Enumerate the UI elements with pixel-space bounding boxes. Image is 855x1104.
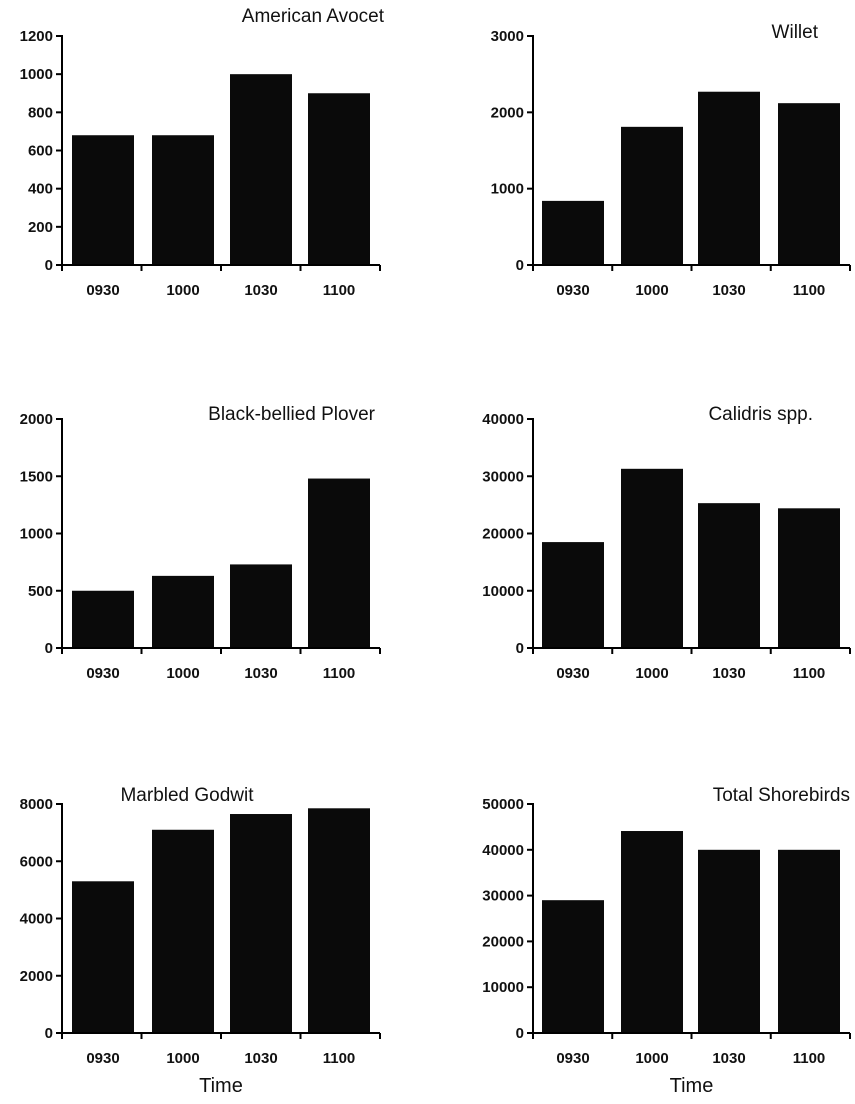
- x-tick-label: 1000: [166, 1050, 199, 1067]
- x-tick-label: 1000: [166, 665, 199, 682]
- bar-1000: [621, 468, 683, 648]
- x-tick-label: 0930: [86, 282, 119, 299]
- x-tick-label: 0930: [86, 665, 119, 682]
- x-tick-label: 1100: [793, 1050, 826, 1067]
- y-tick-label: 1000: [20, 526, 53, 543]
- y-tick-label: 400: [28, 181, 53, 198]
- bar-0930: [542, 542, 604, 648]
- bar-0930: [542, 200, 604, 265]
- bar-0930: [72, 590, 134, 648]
- chart-title: Willet: [772, 22, 819, 43]
- x-tick-label: 1100: [323, 282, 356, 299]
- chart-title: Calidris spp.: [708, 404, 813, 425]
- x-tick-label: 1000: [635, 665, 668, 682]
- x-tick-label: 1000: [635, 1050, 668, 1067]
- chart-black-bellied-plover: Black-bellied Plover 0 500 1000 1500 2000 0930…: [20, 404, 381, 682]
- x-tick-label: 0930: [556, 1050, 589, 1067]
- bar-1100: [308, 93, 370, 265]
- bar-1030: [230, 564, 292, 648]
- x-axis-label: Time: [670, 1075, 714, 1097]
- x-tick-label: 0930: [556, 282, 589, 299]
- x-tick-label: 0930: [86, 1050, 119, 1067]
- y-tick-label: 10000: [482, 583, 524, 600]
- y-tick-label: 2000: [20, 968, 53, 985]
- chart-willet: Willet 0 1000 2000 3000 0930 1000 1030 1100: [491, 22, 851, 299]
- y-tick-label: 6000: [20, 853, 53, 870]
- y-tick-label: 50000: [482, 796, 524, 813]
- bar-1100: [778, 103, 840, 265]
- y-tick-label: 500: [28, 583, 53, 600]
- x-tick-label: 1030: [712, 282, 745, 299]
- x-tick-label: 0930: [556, 665, 589, 682]
- y-tick-label: 30000: [482, 888, 524, 905]
- chart-title: Black-bellied Plover: [208, 404, 376, 425]
- y-tick-label: 0: [516, 1025, 524, 1042]
- bar-1100: [308, 478, 370, 648]
- y-tick-label: 800: [28, 104, 53, 121]
- bar-1100: [308, 808, 370, 1033]
- y-tick-label: 8000: [20, 796, 53, 813]
- y-tick-label: 2000: [20, 411, 53, 428]
- y-tick-label: 1000: [491, 181, 524, 198]
- x-tick-label: 1030: [244, 1050, 277, 1067]
- x-tick-label: 1100: [793, 665, 826, 682]
- y-tick-label: 10000: [482, 979, 524, 996]
- bar-1100: [778, 849, 840, 1033]
- chart-title: American Avocet: [242, 6, 385, 27]
- bar-1030: [698, 503, 760, 648]
- y-tick-label: 20000: [482, 526, 524, 543]
- chart-calidris-spp: Calidris spp. 0 10000 20000 30000 40000 0930 10…: [482, 404, 851, 682]
- y-tick-label: 1500: [20, 468, 53, 485]
- x-tick-label: 1100: [323, 665, 356, 682]
- x-tick-label: 1000: [635, 282, 668, 299]
- chart-marbled-godwit: Marbled Godwit 0 2000 4000 6000 8000 0930 1000 1…: [20, 785, 381, 1097]
- y-tick-label: 600: [28, 143, 53, 160]
- bar-1100: [778, 508, 840, 648]
- x-tick-label: 1030: [712, 1050, 745, 1067]
- y-tick-label: 1000: [20, 66, 53, 83]
- y-tick-label: 3000: [491, 28, 524, 45]
- chart-american-avocet: American Avocet 0 200 400 600 800 1000 1200 0930…: [20, 6, 385, 299]
- x-tick-label: 1030: [244, 282, 277, 299]
- bar-1030: [230, 814, 292, 1033]
- y-tick-label: 0: [516, 257, 524, 274]
- x-tick-label: 1030: [244, 665, 277, 682]
- chart-title: Marbled Godwit: [120, 785, 254, 806]
- x-tick-label: 1100: [323, 1050, 356, 1067]
- bar-0930: [72, 135, 134, 265]
- x-tick-label: 1000: [166, 282, 199, 299]
- y-tick-label: 4000: [20, 911, 53, 928]
- bar-0930: [542, 900, 604, 1033]
- chart-title: Total Shorebirds: [713, 785, 850, 806]
- x-tick-label: 1100: [793, 282, 826, 299]
- y-tick-label: 0: [45, 257, 53, 274]
- bar-1000: [621, 126, 683, 265]
- bar-1000: [621, 831, 683, 1033]
- bar-1000: [152, 135, 214, 265]
- y-tick-label: 40000: [482, 411, 524, 428]
- bar-1030: [230, 74, 292, 266]
- y-tick-label: 200: [28, 219, 53, 236]
- x-tick-label: 1030: [712, 665, 745, 682]
- y-tick-label: 30000: [482, 468, 524, 485]
- bar-1000: [152, 829, 214, 1033]
- bar-1000: [152, 575, 214, 648]
- y-tick-label: 0: [45, 640, 53, 657]
- chart-total-shorebirds: Total Shorebirds 0 10000 20000 30000 40000 500…: [482, 785, 851, 1097]
- y-tick-label: 2000: [491, 104, 524, 121]
- y-tick-label: 40000: [482, 842, 524, 859]
- y-tick-label: 20000: [482, 933, 524, 950]
- x-axis-label: Time: [199, 1075, 243, 1097]
- bar-1030: [698, 849, 760, 1033]
- bar-0930: [72, 881, 134, 1033]
- bar-1030: [698, 91, 760, 266]
- y-tick-label: 1200: [20, 28, 53, 45]
- y-tick-label: 0: [45, 1025, 53, 1042]
- y-tick-label: 0: [516, 640, 524, 657]
